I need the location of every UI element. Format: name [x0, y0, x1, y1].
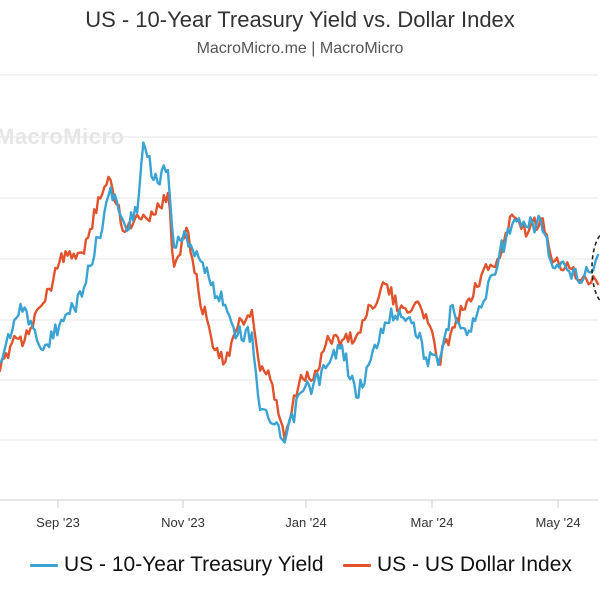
legend-swatch-treasury-yield — [30, 563, 58, 567]
legend-swatch-dollar-index — [343, 563, 371, 567]
chart-legend: US - 10-Year Treasury Yield US - US Doll… — [0, 553, 600, 583]
legend-item-treasury-yield[interactable]: US - 10-Year Treasury Yield — [30, 553, 324, 577]
x-tick-label-2: Jan '24 — [285, 515, 327, 530]
legend-item-dollar-index[interactable]: US - US Dollar Index — [343, 553, 572, 577]
x-tick-label-3: Mar '24 — [411, 515, 454, 530]
x-tick-label-1: Nov '23 — [161, 515, 205, 530]
line-chart: Sep '23 Nov '23 Jan '24 Mar '24 May '24 — [0, 74, 600, 530]
series-line-dollar-index — [0, 175, 600, 442]
x-tick-label-0: Sep '23 — [36, 515, 80, 530]
legend-label-treasury-yield: US - 10-Year Treasury Yield — [64, 553, 324, 576]
chart-title: US - 10-Year Treasury Yield vs. Dollar I… — [85, 7, 515, 32]
x-tick-label-4: May '24 — [535, 515, 580, 530]
legend-label-dollar-index: US - US Dollar Index — [377, 553, 572, 576]
chart-subtitle: MacroMicro.me | MacroMicro — [196, 40, 404, 57]
series-line-treasury-yield — [0, 141, 600, 444]
